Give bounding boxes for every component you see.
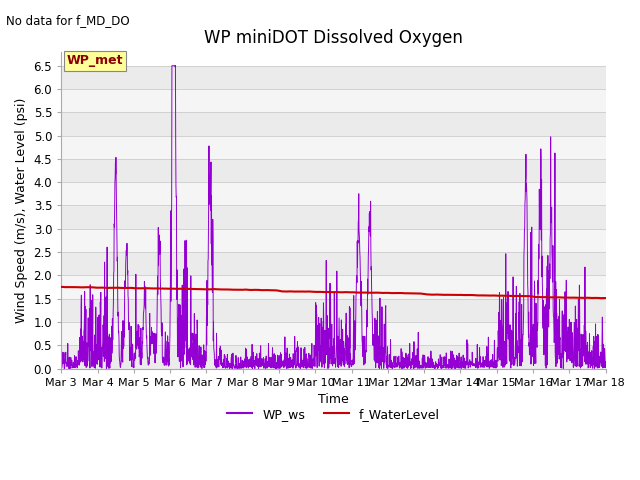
Bar — [61, 345, 605, 369]
Bar — [61, 229, 605, 252]
Bar — [61, 66, 605, 89]
X-axis label: Time: Time — [318, 393, 349, 406]
Bar — [61, 89, 605, 112]
Bar — [61, 182, 605, 205]
Text: No data for f_MD_DO: No data for f_MD_DO — [6, 14, 130, 27]
Bar — [61, 112, 605, 135]
Bar — [61, 322, 605, 345]
Y-axis label: Wind Speed (m/s), Water Level (psi): Wind Speed (m/s), Water Level (psi) — [15, 97, 28, 323]
Title: WP miniDOT Dissolved Oxygen: WP miniDOT Dissolved Oxygen — [204, 29, 463, 48]
Bar — [61, 159, 605, 182]
Bar — [61, 276, 605, 299]
Bar — [61, 135, 605, 159]
Bar — [61, 299, 605, 322]
Bar — [61, 252, 605, 276]
Bar — [61, 205, 605, 229]
Legend: WP_ws, f_WaterLevel: WP_ws, f_WaterLevel — [222, 403, 445, 426]
Text: WP_met: WP_met — [67, 54, 123, 67]
